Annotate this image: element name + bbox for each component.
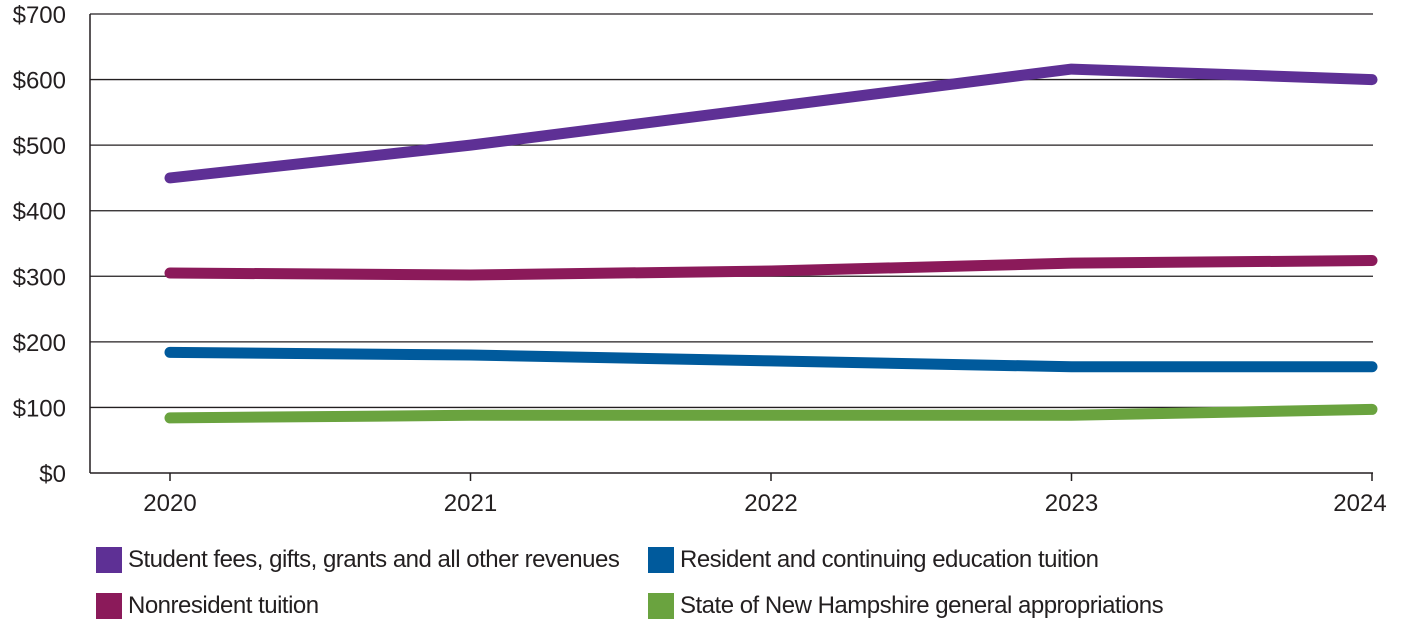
- y-tick-label: $100: [13, 395, 66, 422]
- y-tick-label: $400: [13, 199, 66, 226]
- series-line-3: [164, 403, 1378, 424]
- x-axis-tick-labels: 2020 2021 2022 2023 2024: [143, 490, 1386, 517]
- legend: Student fees, gifts, grants and all othe…: [96, 540, 1396, 624]
- series-line-1: [164, 346, 1378, 373]
- legend-swatch: [648, 593, 674, 619]
- x-tick-label: 2024: [1333, 490, 1386, 517]
- legend-label: Student fees, gifts, grants and all othe…: [128, 546, 620, 573]
- y-tick-label: $500: [13, 133, 66, 160]
- x-tick-label: 2020: [143, 490, 196, 517]
- line-chart: $0$100$200$300$400$500$600$700 2020 2021 2…: [13, 2, 1387, 517]
- y-tick-label: $600: [13, 68, 66, 95]
- x-tick-label: 2023: [1045, 490, 1098, 517]
- series-line-0: [164, 63, 1378, 184]
- y-tick-label: $200: [13, 330, 66, 357]
- legend-item-state-appropriations: State of New Hampshire general appropria…: [648, 586, 1164, 626]
- legend-item-nonresident-tuition: Nonresident tuition: [96, 586, 319, 626]
- legend-swatch: [96, 547, 122, 573]
- y-tick-label: $0: [39, 461, 66, 488]
- y-tick-label: $700: [13, 2, 66, 29]
- legend-label: State of New Hampshire general appropria…: [680, 592, 1164, 619]
- series-lines: [164, 63, 1378, 424]
- axes: [89, 14, 1373, 481]
- x-tick-label: 2021: [444, 490, 497, 517]
- x-tick-label: 2022: [744, 490, 797, 517]
- legend-swatch: [648, 547, 674, 573]
- legend-item-resident-tuition: Resident and continuing education tuitio…: [648, 540, 1099, 580]
- y-tick-label: $300: [13, 264, 66, 291]
- legend-swatch: [96, 593, 122, 619]
- y-axis-tick-labels: $0 $100 $200 $300 $400 $500 $600 $700: [13, 2, 66, 488]
- legend-label: Resident and continuing education tuitio…: [680, 546, 1099, 573]
- legend-label: Nonresident tuition: [128, 592, 319, 619]
- legend-item-student-fees: Student fees, gifts, grants and all othe…: [96, 540, 620, 580]
- series-line-2: [164, 255, 1378, 281]
